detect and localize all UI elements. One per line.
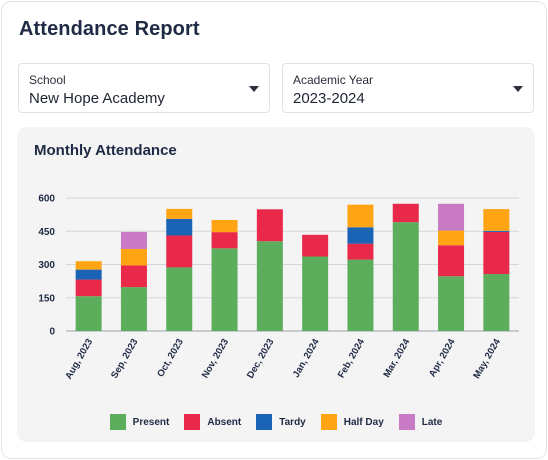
bar-segment-absent[interactable]	[211, 232, 238, 249]
legend-item-present[interactable]: Present	[109, 414, 170, 430]
school-select-value: New Hope Academy	[29, 90, 165, 107]
bar-segment-present[interactable]	[256, 241, 283, 331]
bar-segment-tardy[interactable]	[347, 227, 374, 244]
x-tick-label: Apr, 2024	[427, 336, 458, 379]
bar-segment-half-day[interactable]	[75, 261, 102, 270]
bar-segment-late[interactable]	[120, 231, 147, 249]
bar-segment-late[interactable]	[438, 203, 465, 231]
academic-year-select-value: 2023-2024	[293, 90, 365, 107]
bar-segment-tardy[interactable]	[483, 230, 510, 232]
bar-segment-tardy[interactable]	[166, 218, 193, 236]
bar-segment-present[interactable]	[438, 276, 465, 331]
bar-segment-absent[interactable]	[120, 265, 147, 288]
bar-segment-present[interactable]	[166, 267, 193, 331]
x-tick-label: Feb, 2024	[336, 336, 368, 380]
school-select-label: School	[29, 73, 66, 87]
page-title: Attendance Report	[19, 18, 200, 40]
legend-swatch	[256, 414, 273, 430]
bar-segment-half-day[interactable]	[120, 248, 147, 266]
bar-segment-absent[interactable]	[438, 245, 465, 277]
x-tick-label: Mar, 2024	[381, 336, 412, 379]
bar-segment-half-day[interactable]	[438, 230, 465, 246]
bar-segment-absent[interactable]	[347, 243, 374, 260]
x-tick-label: Sep, 2023	[109, 337, 140, 380]
x-tick-label: May, 2024	[471, 336, 503, 380]
y-tick-label: 300	[38, 260, 55, 271]
legend-item-absent[interactable]: Absent	[184, 414, 241, 430]
legend-label: Present	[132, 416, 170, 428]
x-tick-label: Nov, 2023	[200, 337, 231, 380]
school-select[interactable]: School New Hope Academy	[18, 63, 270, 113]
bar-segment-absent[interactable]	[75, 279, 102, 297]
chevron-down-icon[interactable]	[249, 86, 259, 92]
legend-label: Late	[421, 416, 443, 428]
legend-swatch	[320, 414, 337, 430]
academic-year-select-label: Academic Year	[293, 73, 374, 87]
chart-title: Monthly Attendance	[34, 142, 177, 159]
legend-label: Half Day	[343, 416, 384, 428]
monthly-attendance-chart: 0 150 300 450 600 Aug, 2023 Sep, 2023 Oct, 2023…	[38, 194, 519, 381]
y-tick-label: 600	[38, 194, 55, 205]
bar-segment-absent[interactable]	[166, 235, 193, 268]
x-tick-label: Aug, 2023	[63, 337, 95, 381]
bar-segment-present[interactable]	[483, 274, 510, 331]
bar-segment-absent[interactable]	[392, 203, 419, 223]
bar-segment-present[interactable]	[120, 287, 147, 331]
bar-segment-tardy[interactable]	[75, 269, 102, 280]
legend-swatch	[109, 414, 126, 430]
bar-segment-present[interactable]	[302, 256, 329, 331]
legend-swatch	[398, 414, 415, 430]
academic-year-select[interactable]: Academic Year 2023-2024	[282, 63, 534, 113]
legend-item-tardy[interactable]: Tardy	[256, 414, 306, 430]
bar-segment-absent[interactable]	[256, 209, 283, 242]
x-tick-label: Jan, 2024	[291, 336, 322, 379]
bar-segment-half-day[interactable]	[211, 219, 238, 233]
bar-segment-present[interactable]	[211, 248, 238, 331]
x-tick-label: Dec, 2023	[245, 337, 276, 380]
bar-segment-present[interactable]	[392, 222, 419, 331]
x-tick-label: Oct, 2023	[155, 337, 186, 379]
y-tick-label: 0	[49, 327, 55, 338]
legend-label: Tardy	[279, 416, 306, 428]
bar-segment-half-day[interactable]	[166, 208, 193, 219]
legend-swatch	[184, 414, 201, 430]
chart-legend: Present Absent Tardy Half Day Late	[17, 414, 535, 430]
y-tick-label: 150	[38, 293, 55, 304]
monthly-attendance-panel: 0 150 300 450 600 Aug, 2023 Sep, 2023 Oct, 2023…	[17, 127, 535, 442]
bar-segment-half-day[interactable]	[483, 209, 510, 231]
bar-segment-half-day[interactable]	[347, 204, 374, 228]
chevron-down-icon[interactable]	[513, 86, 523, 92]
legend-item-half-day[interactable]: Half Day	[320, 414, 384, 430]
y-tick-label: 450	[38, 227, 55, 238]
legend-item-late[interactable]: Late	[398, 414, 443, 430]
bar-segment-absent[interactable]	[302, 234, 329, 257]
bar-segment-present[interactable]	[75, 296, 102, 331]
bar-segment-absent[interactable]	[483, 231, 510, 275]
bar-segment-present[interactable]	[347, 259, 374, 331]
legend-label: Absent	[207, 416, 242, 428]
